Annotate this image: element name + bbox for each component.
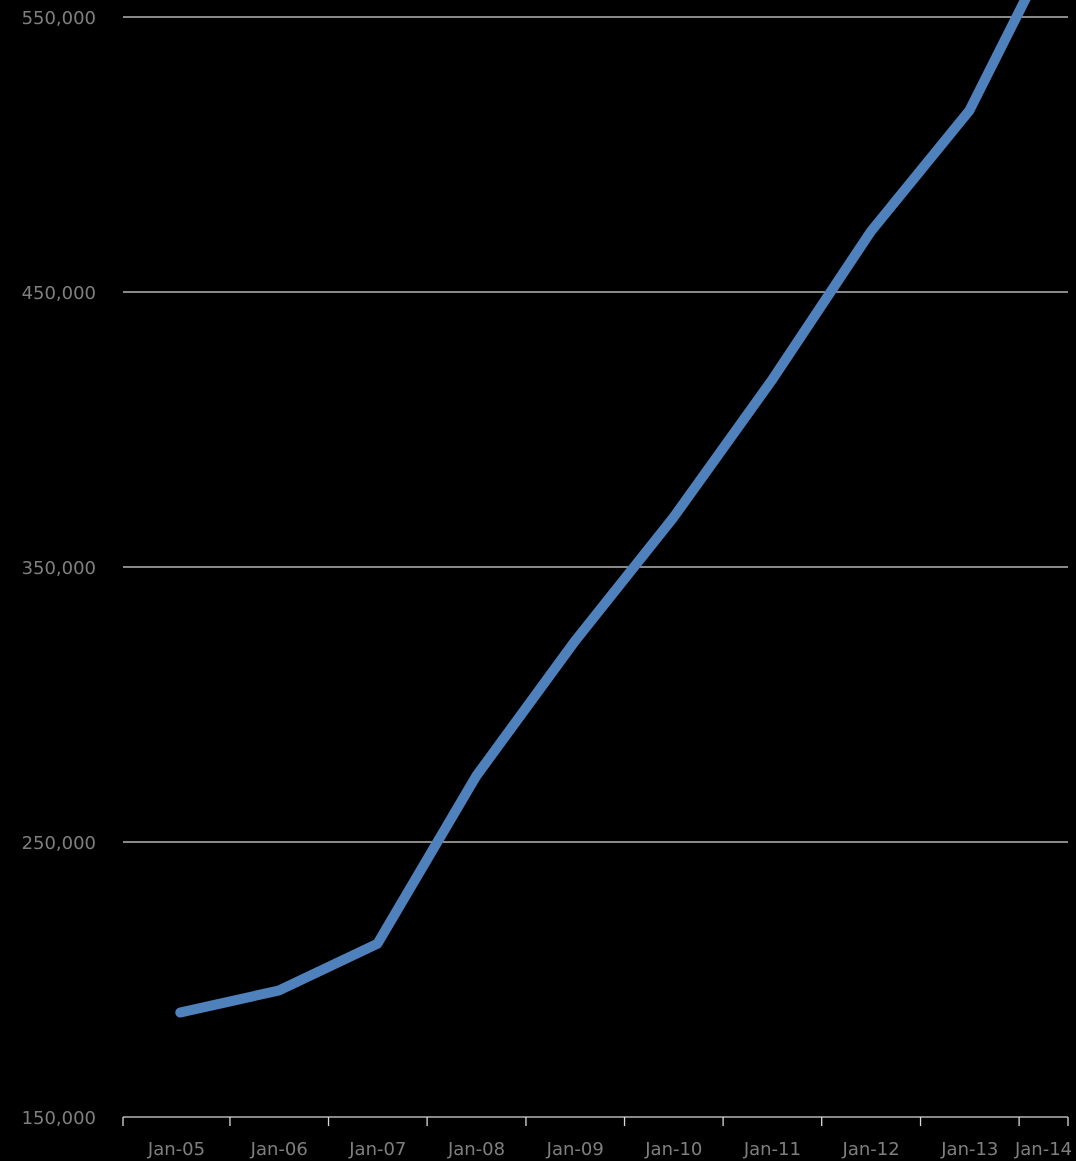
data-point [179,1012,181,1013]
x-tick-label: Jan-05 [147,1139,205,1160]
series-line [175,0,1031,1018]
y-tick-label: 250,000 [22,833,96,854]
data-point [278,990,280,991]
x-tick-label: Jan-09 [546,1139,604,1160]
data-point [672,517,674,518]
x-axis-tick-labels: Jan-05 Jan-06 Jan-07 Jan-08 Jan-09 Jan-10 Jan-… [147,1139,1072,1160]
y-tick-label: 450,000 [22,283,96,304]
data-point [475,775,477,777]
data-point [376,943,378,945]
x-tick-label: Jan-07 [348,1139,406,1160]
data-point [574,640,576,642]
y-tick-label: 150,000 [22,1108,96,1129]
y-tick-label: 550,000 [22,8,96,29]
y-axis-tick-labels: 150,000 250,000 350,000 450,000 550,000 [22,8,96,1129]
y-tick-label: 350,000 [22,558,96,579]
x-tick-label: Jan-13 [940,1139,998,1160]
data-point [771,379,773,381]
x-tick-label: Jan-12 [842,1139,900,1160]
gridlines [123,16,1068,843]
data-point [870,231,872,232]
x-tick-label: Jan-10 [644,1139,702,1160]
x-tick-label: Jan-14 [1014,1139,1072,1160]
series-layer [175,0,1031,1018]
x-tick-label: Jan-11 [743,1139,801,1160]
x-tick-label: Jan-06 [250,1139,308,1160]
x-tick-label: Jan-08 [447,1139,505,1160]
x-axis [122,1116,1069,1126]
data-point [968,110,970,111]
